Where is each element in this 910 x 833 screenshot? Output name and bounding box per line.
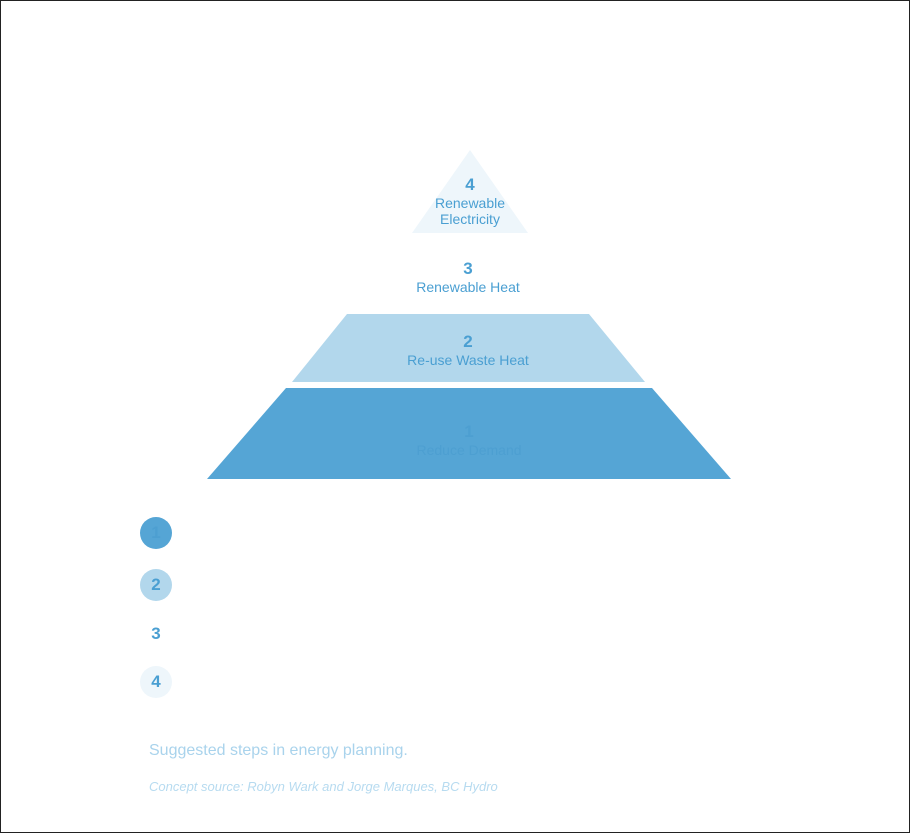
level-4-number: 4 (465, 175, 475, 194)
pyramid-level-2 (292, 314, 645, 382)
level-4-text-line2: Electricity (440, 211, 500, 227)
level-4-text-line1: Renewable (434, 195, 506, 211)
level-3-label: 3 Renewable Heat (416, 259, 520, 295)
level-1-number: 1 (464, 422, 474, 441)
pyramid-level-1 (207, 388, 731, 479)
legend-item-4: 4 (140, 666, 172, 698)
level-3-text: Renewable Heat (416, 279, 520, 295)
figure-caption: Suggested steps in energy planning. (149, 742, 408, 759)
level-1-label: 1 Reduce Demand (416, 422, 521, 458)
level-3-number: 3 (463, 259, 473, 278)
level-4-label: 4 Renewable Electricity (435, 175, 505, 227)
figure-source: Concept source: Robyn Wark and Jorge Mar… (149, 779, 498, 794)
legend-item-2: 2 (140, 569, 172, 601)
pyramid-level-4 (412, 150, 528, 233)
level-2-text: Re-use Waste Heat (407, 352, 529, 368)
legend-item-3: 3 (140, 618, 172, 650)
level-2-number: 2 (463, 332, 473, 351)
level-1-text: Reduce Demand (416, 442, 522, 458)
level-2-label: 2 Re-use Waste Heat (407, 332, 529, 368)
legend-item-1: 1 (140, 517, 172, 549)
